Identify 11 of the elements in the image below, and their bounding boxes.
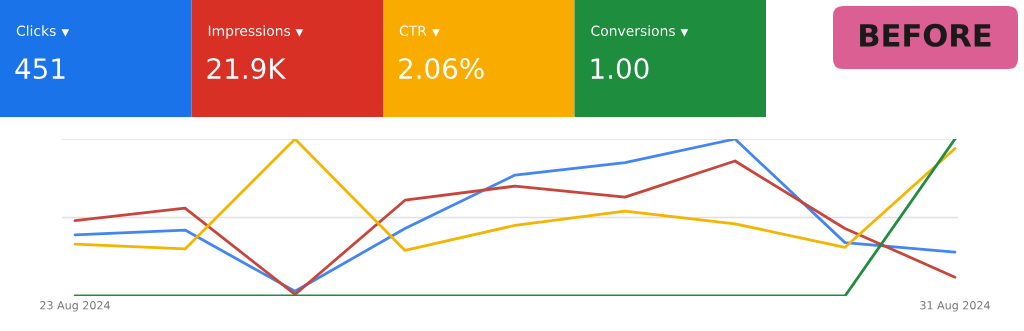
text: 21.9K — [207, 58, 287, 80]
category-label: Clicks — [16, 25, 56, 37]
text: BEFORE — [860, 23, 991, 47]
text: 451 — [15, 58, 65, 80]
category-label: Impressions — [208, 25, 291, 39]
x-tick-label: 23 Aug 2024 — [40, 301, 110, 312]
category-label: Conversions — [591, 25, 675, 37]
x-tick-label: 31 Aug 2024 — [920, 301, 990, 312]
text: 1.00 — [591, 58, 649, 80]
category-label: CTR — [399, 25, 427, 37]
text: 2.06% — [399, 58, 484, 80]
